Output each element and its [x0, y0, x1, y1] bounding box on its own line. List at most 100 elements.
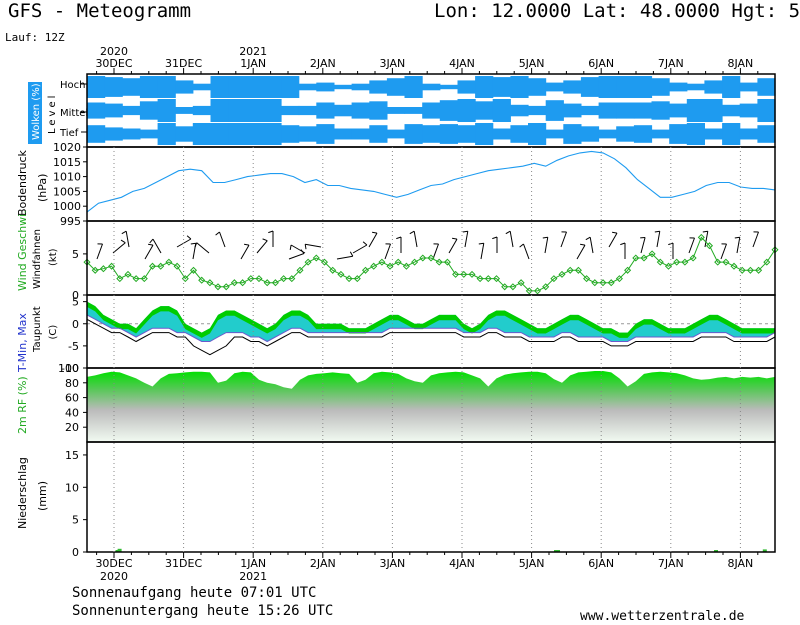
cloud-cell-mittel	[528, 105, 547, 116]
wind-barb-flag	[452, 237, 458, 240]
dewpoint-line	[86, 318, 776, 356]
wind-speed-point	[239, 279, 247, 287]
wind-speed-point	[484, 275, 492, 283]
cloud-cell-hoch	[139, 76, 159, 98]
wind-speed-point	[411, 258, 419, 266]
cloud-cell-hoch	[386, 78, 406, 96]
wind-barb-flag	[505, 230, 511, 235]
cloud-cell-hoch	[704, 80, 723, 94]
cloud-level-label: Hoch	[60, 80, 85, 91]
pressure-ylabel-unit: (hPa)	[36, 174, 49, 202]
cloud-cell-mittel	[157, 99, 176, 122]
precip-ytick-label: 0	[72, 546, 79, 559]
temp-ytick-label: -5	[68, 340, 79, 353]
cloud-cell-mittel	[510, 104, 529, 117]
tmax-area	[87, 301, 775, 338]
cloud-cell-mittel	[298, 105, 317, 116]
wind-speed-point	[656, 258, 664, 266]
precip-bar	[115, 550, 120, 552]
wind-barb-flag	[304, 244, 307, 250]
wind-ylabel: Wind Geschwi.	[16, 210, 29, 291]
wind-speed-point	[206, 279, 214, 287]
cloud-cell-mittel	[386, 107, 406, 114]
cloud-label-box	[28, 82, 42, 144]
cloud-cell-hoch	[369, 80, 388, 94]
pressure-ytick-label: 1015	[53, 156, 81, 169]
wind-speed-point	[132, 275, 140, 283]
wind-speed-point	[140, 275, 148, 283]
wind-speed-point	[288, 275, 296, 283]
cloud-cell-mittel	[351, 102, 370, 119]
wind-speed-point	[517, 279, 525, 287]
wind-barb-flag	[120, 239, 126, 244]
wind-barb	[219, 231, 226, 248]
wind-speed-point	[583, 275, 591, 283]
bottom-date-label: 8JAN	[727, 557, 753, 570]
cloud-cell-mittel	[422, 102, 441, 119]
wind-speed-point	[198, 276, 206, 284]
cloud-cell-tief	[580, 126, 600, 142]
wind-speed-point	[148, 262, 157, 270]
model-run: Lauf: 12Z	[5, 31, 65, 44]
wind-barb-flag	[585, 236, 591, 241]
pressure-ytick-label: 1000	[53, 200, 81, 213]
wind-barb	[368, 232, 378, 248]
wind-barb-flag	[289, 244, 292, 250]
wind-speed-point	[681, 258, 689, 266]
cloud-ylabel: Wolken (%)	[31, 83, 42, 140]
website-text: www.wetterzentrale.de	[580, 609, 745, 624]
cloud-level-label: Mittel	[60, 108, 88, 119]
top-date-label: 1JAN	[240, 57, 266, 70]
cloud-cell-mittel	[334, 104, 353, 117]
cloud-cell-tief	[351, 128, 370, 140]
pressure-ytick-label: 1010	[53, 171, 81, 184]
wind-speed-point	[263, 279, 271, 287]
wind-speed-point	[533, 287, 542, 295]
cloud-cell-hoch	[510, 76, 529, 98]
wind-barb	[608, 232, 618, 248]
cloud-cell-mittel	[122, 105, 141, 116]
wind-barb	[305, 243, 322, 248]
wind-speed-point	[705, 242, 714, 250]
cloud-cell-tief	[316, 124, 335, 144]
wind-barb-flag	[519, 243, 524, 248]
wind-barb	[640, 237, 646, 254]
cloud-cell-tief	[228, 123, 247, 145]
cloud-cell-hoch	[651, 78, 670, 96]
cloud-cell-tief	[651, 129, 670, 139]
cloud-cell-mittel	[316, 102, 335, 119]
cloud-cell-tief	[492, 128, 511, 140]
cloud-cell-tief	[210, 123, 229, 145]
top-date-label: 8JAN	[727, 57, 753, 70]
cloud-cell-hoch	[633, 76, 653, 98]
cloud-cell-tief	[192, 123, 211, 145]
wind-barbs	[96, 230, 759, 260]
cloud-cell-mittel	[633, 102, 653, 119]
wind-barb	[96, 243, 103, 260]
cloud-cell-tief	[545, 129, 564, 139]
wind-ytick-label: 5	[72, 248, 79, 261]
wind-speed-point	[509, 283, 517, 291]
panel-frame-pressure	[86, 146, 776, 222]
wind-ylabel-unit: (kt)	[48, 248, 59, 266]
wind-speed-point	[673, 258, 681, 266]
pressure-ylabel: Bodendruck	[16, 149, 29, 216]
temp-ytick-label: 5	[72, 296, 79, 309]
cloud-cell-hoch	[334, 84, 353, 90]
wind-barb	[656, 231, 661, 248]
cloud-cell-tief	[616, 126, 635, 142]
wind-speed-point	[664, 262, 673, 270]
wind-speed-point	[222, 283, 230, 291]
cloud-cell-tief	[386, 129, 406, 139]
cloud-cell-tief	[263, 123, 282, 145]
wind-speed-point	[189, 266, 198, 274]
cloud-cell-tief	[686, 123, 705, 145]
cloud-cell-mittel	[175, 107, 194, 114]
cloud-cell-hoch	[439, 84, 458, 90]
wind-barb-flag	[194, 242, 198, 248]
wind-barb	[688, 237, 695, 254]
cloud-cell-mittel	[598, 102, 617, 119]
wind-speed-point	[730, 262, 738, 270]
top-date-label: 6JAN	[588, 57, 614, 70]
wind-barb	[290, 244, 306, 254]
